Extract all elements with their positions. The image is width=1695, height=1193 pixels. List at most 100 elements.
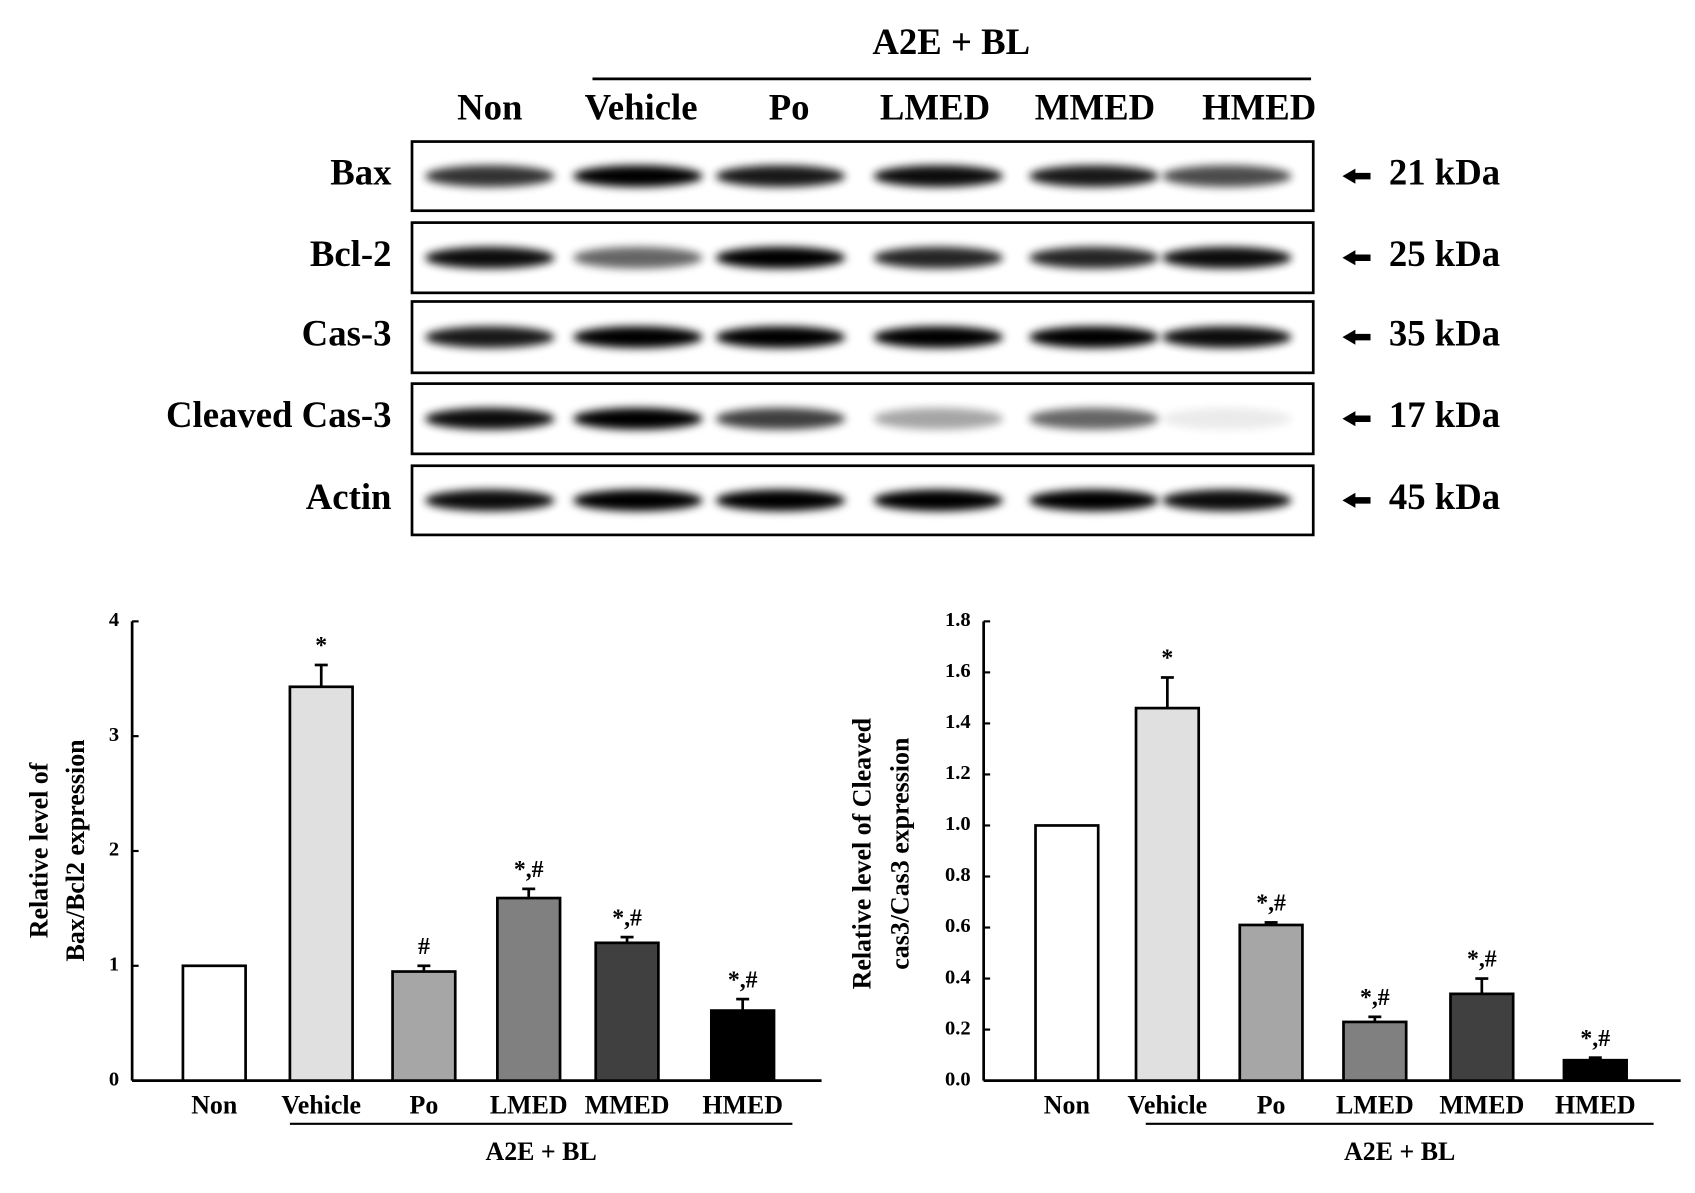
row-label: Bcl-2: [310, 233, 392, 274]
bar: [1342, 1020, 1408, 1082]
band: [715, 407, 846, 430]
y-tick-label: 0.0: [945, 1068, 971, 1090]
significance: *,#: [728, 967, 758, 993]
size-label: 25 kDa: [1389, 233, 1500, 274]
band: [1161, 326, 1292, 348]
significance: #: [418, 934, 430, 960]
arrow: [1342, 329, 1371, 345]
band: [715, 326, 846, 348]
y-tick-label: 0.8: [945, 864, 971, 886]
size-label: 45 kDa: [1389, 476, 1500, 517]
size-label: 21 kDa: [1389, 152, 1500, 193]
blot-group-label: A2E + BL: [872, 21, 1030, 62]
significance: *,#: [1467, 947, 1497, 973]
x-tick-label: MMED: [585, 1091, 670, 1120]
bar: [1562, 1058, 1628, 1082]
x-tick-label: Non: [1044, 1091, 1091, 1120]
y-tick-label: 0: [109, 1068, 119, 1090]
bar: [1134, 706, 1201, 1082]
bar: [1449, 992, 1515, 1082]
band: [715, 489, 846, 512]
x-tick-label: Vehicle: [1128, 1091, 1208, 1120]
bar: [709, 1009, 776, 1082]
band: [424, 326, 555, 348]
band: [873, 165, 1004, 187]
band: [1029, 165, 1159, 187]
arrow: [1342, 492, 1371, 508]
row-label: Cleaved Cas-3: [166, 394, 391, 435]
lane-label: LMED: [880, 87, 990, 128]
y-tick-label: 1.0: [945, 813, 971, 835]
x-tick-label: LMED: [1336, 1091, 1414, 1120]
band: [873, 326, 1004, 348]
y-tick-label: 0.6: [945, 915, 971, 937]
size-label: 17 kDa: [1389, 394, 1500, 435]
x-tick-label: Vehicle: [281, 1091, 361, 1120]
arrow: [1342, 168, 1371, 184]
band: [1029, 407, 1159, 430]
significance: *,#: [1256, 891, 1286, 917]
x-tick-label: HMED: [702, 1091, 783, 1120]
x-tick-label: HMED: [1555, 1091, 1636, 1120]
band: [873, 489, 1004, 512]
band: [1161, 246, 1292, 269]
arrow: [1342, 411, 1371, 427]
y-tick-label: 1.4: [945, 711, 971, 733]
y-tick-label: 1.2: [945, 762, 971, 784]
band: [424, 407, 555, 430]
band: [1029, 326, 1159, 348]
band: [1161, 407, 1292, 430]
y-tick-label: 2: [109, 839, 119, 861]
lane-label: MMED: [1035, 87, 1155, 128]
y-tick-label: 4: [109, 609, 119, 631]
bar: [288, 685, 354, 1082]
lane-label: Vehicle: [585, 87, 698, 128]
y-axis-title: Relative level of: [24, 762, 53, 938]
bar: [181, 964, 247, 1082]
band: [873, 407, 1004, 430]
band: [424, 489, 555, 512]
band: [715, 246, 846, 269]
significance: *,#: [1580, 1026, 1610, 1052]
bar: [1238, 923, 1304, 1082]
significance: *,#: [514, 857, 544, 883]
y-axis-title: Relative level of Cleaved: [848, 717, 877, 989]
y-axis-title: cas3/Cas3 expression: [886, 737, 915, 970]
band: [715, 165, 846, 187]
size-label: 35 kDa: [1389, 313, 1500, 354]
lane-label: Non: [457, 87, 522, 128]
band: [424, 165, 555, 187]
band: [573, 246, 703, 269]
band: [1029, 489, 1159, 512]
y-tick-label: 0.4: [945, 966, 971, 988]
y-tick-label: 1.6: [945, 660, 971, 682]
y-tick-label: 1.8: [945, 609, 971, 631]
significance: *: [1161, 646, 1173, 672]
lane-label: Po: [769, 87, 810, 128]
significance: *,#: [612, 905, 642, 931]
significance: *: [315, 633, 327, 659]
band: [573, 407, 703, 430]
band: [1161, 489, 1292, 512]
band: [873, 246, 1004, 269]
row-label: Cas-3: [302, 313, 392, 354]
x-tick-label: Po: [1257, 1091, 1286, 1120]
significance: *,#: [1360, 985, 1390, 1011]
bar: [594, 941, 660, 1082]
x-tick-label: MMED: [1439, 1091, 1524, 1120]
band: [1161, 165, 1292, 187]
y-tick-label: 3: [109, 724, 119, 746]
band: [573, 489, 703, 512]
group-label: A2E + BL: [1344, 1137, 1455, 1166]
band: [424, 246, 555, 269]
band: [573, 326, 703, 348]
x-tick-label: Non: [191, 1091, 238, 1120]
bar: [496, 896, 562, 1082]
arrow: [1342, 250, 1371, 266]
row-label: Bax: [330, 152, 392, 193]
band: [1029, 246, 1159, 269]
x-tick-label: Po: [410, 1091, 439, 1120]
y-axis-title: Bax/Bcl2 expression: [61, 739, 90, 962]
